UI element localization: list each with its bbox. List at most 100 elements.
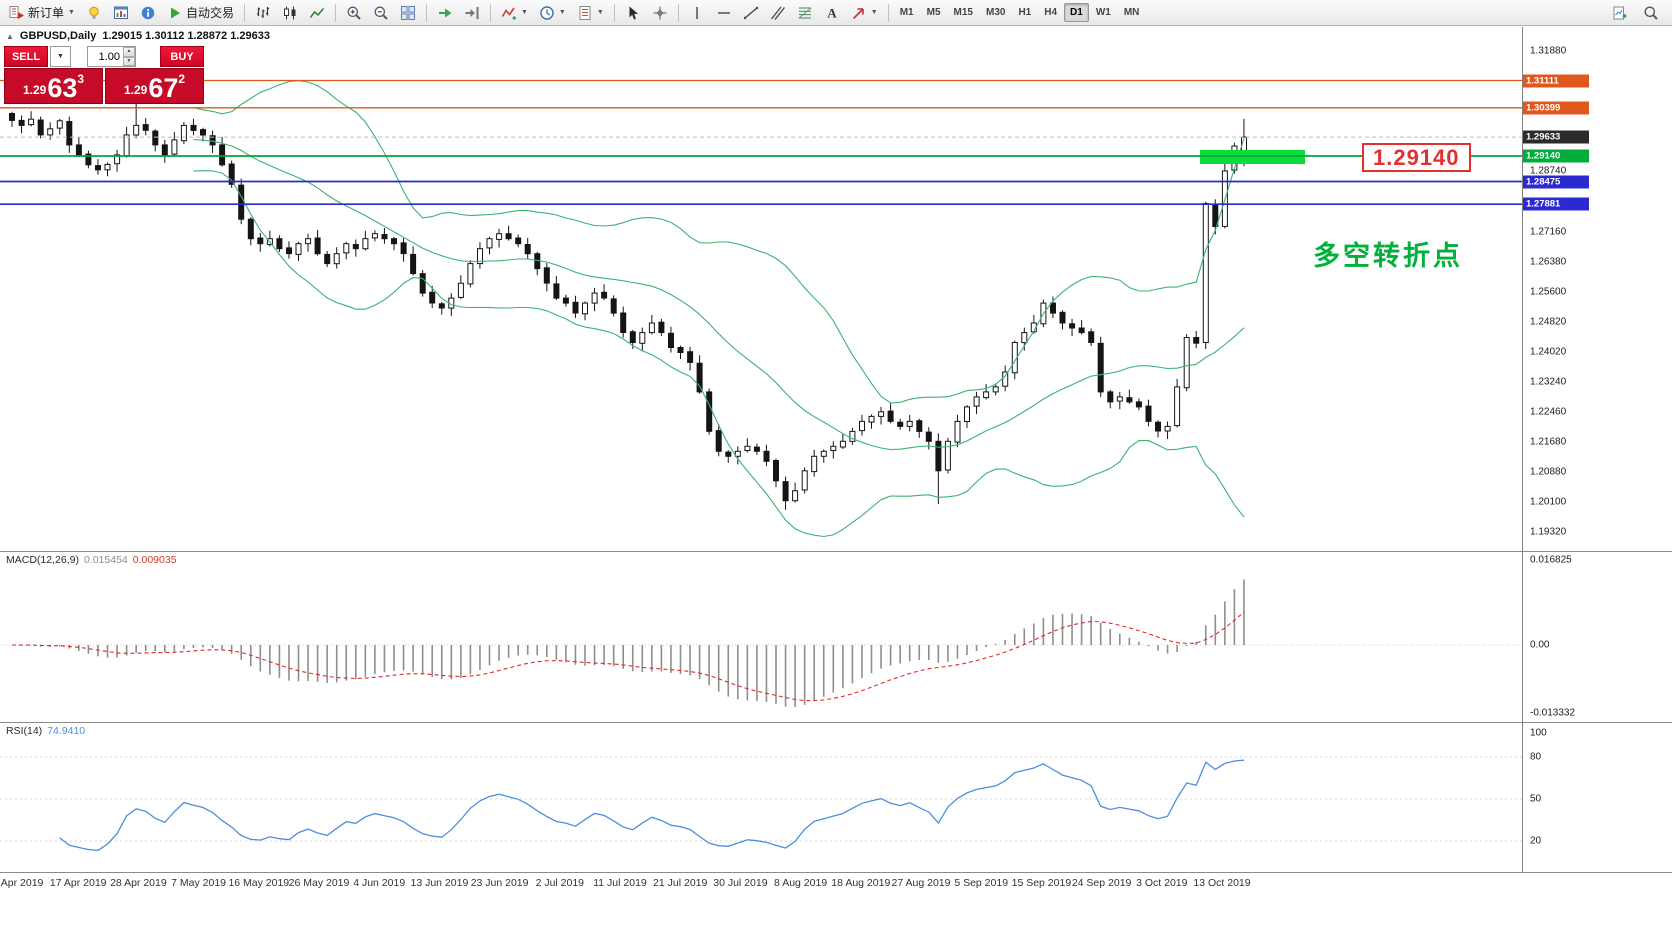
caret-down-icon[interactable]: ▼	[596, 9, 604, 16]
rsi-value: 74.9410	[47, 725, 86, 737]
highlight-box[interactable]	[1200, 150, 1305, 164]
timeframe-h1-button[interactable]: H1	[1018, 7, 1032, 18]
timeframe-m1-button[interactable]: M1	[899, 7, 914, 18]
time-label: 28 Apr 2019	[110, 877, 167, 889]
time-label: 2 Jul 2019	[535, 877, 585, 889]
timeframe-mn-button[interactable]: MN	[1123, 7, 1140, 18]
volume-spinner: ▲ ▼	[123, 47, 135, 66]
volume-down-button[interactable]: ▼	[123, 56, 135, 66]
zoomout-icon	[373, 5, 389, 21]
time-label: 15 Sep 2019	[1011, 877, 1072, 889]
periods-button[interactable]: ▼	[534, 2, 571, 24]
rsi-line	[59, 759, 1245, 852]
volume-field: ▲ ▼	[87, 46, 136, 67]
indicator-icon	[501, 5, 517, 21]
bid-price-button[interactable]: 1.29 63 3	[4, 68, 103, 104]
timeframe-m5-button[interactable]: M5	[926, 7, 941, 18]
macd-scale-value: 0.00	[1530, 639, 1550, 651]
time-label: 7 May 2019	[171, 877, 227, 889]
timeframe-d1-button[interactable]: D1	[1064, 3, 1089, 22]
arrow-objects-button[interactable]: ▼	[846, 2, 883, 24]
templates-button[interactable]: ▼	[572, 2, 609, 24]
equidistant-channel-button[interactable]	[765, 2, 791, 24]
price-marker-1.27881[interactable]: 1.27881	[1523, 197, 1589, 211]
text-label-button[interactable]: A	[819, 2, 845, 24]
timeframe-m30-button[interactable]: M30	[985, 7, 1006, 18]
bid-price-major: 1.29	[22, 83, 47, 97]
new-order-button[interactable]: 新订单 ▼	[4, 2, 80, 24]
price-tick: 1.25600	[1530, 286, 1567, 298]
caret-down-icon[interactable]: ▼	[520, 9, 528, 16]
order-options-dropdown[interactable]: ▼	[50, 46, 71, 67]
autoscroll-icon	[437, 5, 453, 21]
crosshair-button[interactable]	[647, 2, 673, 24]
arrows-icon	[851, 5, 867, 21]
chart-shift-button[interactable]	[459, 2, 485, 24]
price-tick: 1.24020	[1530, 346, 1567, 358]
time-label: 27 Aug 2019	[891, 877, 951, 889]
price-marker-1.28475[interactable]: 1.28475	[1523, 175, 1589, 188]
indicators-list-button[interactable]: ▼	[496, 2, 533, 24]
timeframe-w1-button[interactable]: W1	[1095, 7, 1111, 18]
price-marker-1.29140[interactable]: 1.29140	[1523, 149, 1589, 163]
ask-price-button[interactable]: 1.29 67 2	[105, 68, 204, 104]
auto-scroll-button[interactable]	[432, 2, 458, 24]
ohlc-values: 1.29015 1.30112 1.28872 1.29633	[102, 30, 270, 42]
chart-window-button[interactable]	[108, 2, 134, 24]
sell-button[interactable]: SELL	[4, 46, 48, 67]
price-marker-1.30399[interactable]: 1.30399	[1523, 101, 1589, 115]
market-info-button[interactable]	[135, 2, 161, 24]
rsi-scale-value: 80	[1530, 751, 1542, 763]
rsi-name: RSI(14)	[6, 725, 43, 737]
tile-windows-button[interactable]	[395, 2, 421, 24]
zoom-in-button[interactable]	[341, 2, 367, 24]
search-button[interactable]	[1638, 2, 1664, 24]
bar-chart-button[interactable]	[250, 2, 276, 24]
price-tick: 1.20100	[1530, 496, 1567, 508]
timeframe-m15-button[interactable]: M15	[953, 7, 973, 18]
horizontal-line-button[interactable]	[711, 2, 737, 24]
buy-button[interactable]: BUY	[160, 46, 204, 67]
macd-indicator-label: MACD(12,26,9) 0.015454 0.009035	[6, 554, 177, 566]
volume-up-button[interactable]: ▲	[123, 47, 135, 57]
macd-signal-value: 0.009035	[132, 554, 177, 566]
line-chart-button[interactable]	[304, 2, 330, 24]
new-chart-button[interactable]	[1607, 2, 1633, 24]
toolbar-separator	[677, 3, 679, 22]
price-marker-1.29633[interactable]: 1.29633	[1523, 130, 1589, 144]
caret-down-icon[interactable]: ▼	[870, 9, 878, 16]
fibo-icon	[797, 5, 813, 21]
autotrading-button[interactable]: 自动交易	[162, 2, 239, 24]
fibonacci-button[interactable]	[792, 2, 818, 24]
candles-icon	[282, 5, 298, 21]
rsi-indicator-label: RSI(14) 74.9410	[6, 725, 85, 737]
price-tick: 1.24820	[1530, 316, 1567, 327]
cursor-button[interactable]	[620, 2, 646, 24]
price-tag-annotation[interactable]: 1.29140	[1362, 143, 1471, 172]
collapse-panel-icon[interactable]: ▲	[6, 31, 14, 41]
play-icon	[167, 5, 183, 21]
price-tick: 1.21680	[1530, 436, 1567, 448]
macd-scale-value: -0.013332	[1530, 707, 1576, 719]
volume-input[interactable]	[88, 47, 122, 67]
caret-down-icon[interactable]: ▼	[68, 9, 75, 16]
vertical-line-button[interactable]	[684, 2, 710, 24]
timeframe-h4-button[interactable]: H4	[1044, 7, 1058, 18]
price-tick: 1.26380	[1530, 256, 1567, 268]
crosshair-icon	[652, 5, 668, 21]
turning-point-annotation[interactable]: 多空转折点	[1313, 241, 1463, 271]
linechart-icon	[309, 5, 325, 21]
time-label: 18 Aug 2019	[831, 877, 891, 889]
price-marker-1.31111[interactable]: 1.31111	[1523, 74, 1589, 87]
indicators-lamp-button[interactable]	[81, 2, 107, 24]
trade-prices-row: 1.29 63 3 1.29 67 2	[4, 68, 204, 104]
svg-text:A: A	[827, 5, 837, 20]
rsi-scale-value: 50	[1530, 793, 1542, 805]
zoom-out-button[interactable]	[368, 2, 394, 24]
caret-down-icon[interactable]: ▼	[558, 9, 566, 16]
trendline-button[interactable]	[738, 2, 764, 24]
candlestick-chart-button[interactable]	[277, 2, 303, 24]
